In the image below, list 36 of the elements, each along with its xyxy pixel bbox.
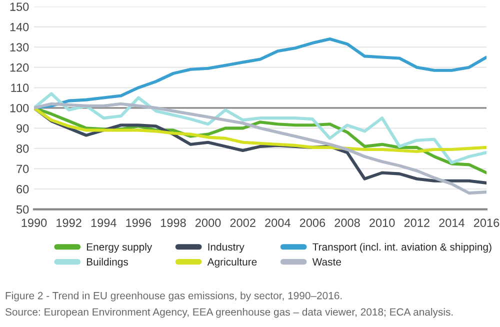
- y-tick-label: 140: [10, 22, 29, 32]
- legend-label: Waste: [312, 258, 341, 266]
- legend-label: Agriculture: [207, 258, 257, 268]
- y-tick-label: 90: [16, 124, 29, 133]
- caption: Figure 2 - Trend in EU greenhouse gas emissions, by sector, 1990–2016.: [6, 292, 342, 302]
- legend-label: Energy supply: [86, 242, 152, 253]
- y-tick-label: 60: [16, 185, 29, 194]
- line-series: [34, 92, 486, 164]
- x-tick-label: 2008: [334, 218, 360, 227]
- x-tick-label: 1990: [22, 218, 47, 227]
- y-tick-label: 110: [11, 84, 29, 92]
- x-tick-label: 1994: [91, 218, 116, 227]
- y-tick-label: 100: [10, 104, 29, 112]
- x-tick-label: 2004: [265, 218, 290, 227]
- y-tick-label: 80: [16, 144, 29, 153]
- x-tick-label: 2006: [300, 218, 326, 227]
- y-tick-label: 50: [16, 205, 29, 214]
- legend-label: Industry: [208, 242, 244, 253]
- y-tick-label: 130: [10, 43, 29, 52]
- x-tick-label: 2000: [196, 218, 221, 227]
- y-tick-label: 70: [16, 164, 29, 174]
- x-tick-label: 1998: [161, 218, 186, 227]
- source-note: Source: European Environment Agency, EEA greenhouse gas – data viewer, 2018; ECA analysis.: [5, 308, 453, 318]
- line-series: [34, 102, 486, 195]
- x-tick-label: 1992: [56, 218, 82, 227]
- x-tick-label: 2010: [370, 218, 395, 227]
- legend-label: Buildings: [86, 258, 128, 268]
- x-tick-label: 2012: [404, 218, 430, 227]
- x-tick-label: 1996: [126, 218, 152, 227]
- x-tick-label: 2002: [230, 218, 256, 227]
- line-series: [34, 106, 486, 154]
- x-tick-label: 2014: [439, 218, 464, 227]
- legend-label: Transport (incl. int. aviation & shipping): [312, 242, 492, 253]
- x-tick-label: 2016: [474, 218, 500, 227]
- y-tick-label: 120: [10, 63, 29, 72]
- y-tick-label: 150: [10, 2, 29, 11]
